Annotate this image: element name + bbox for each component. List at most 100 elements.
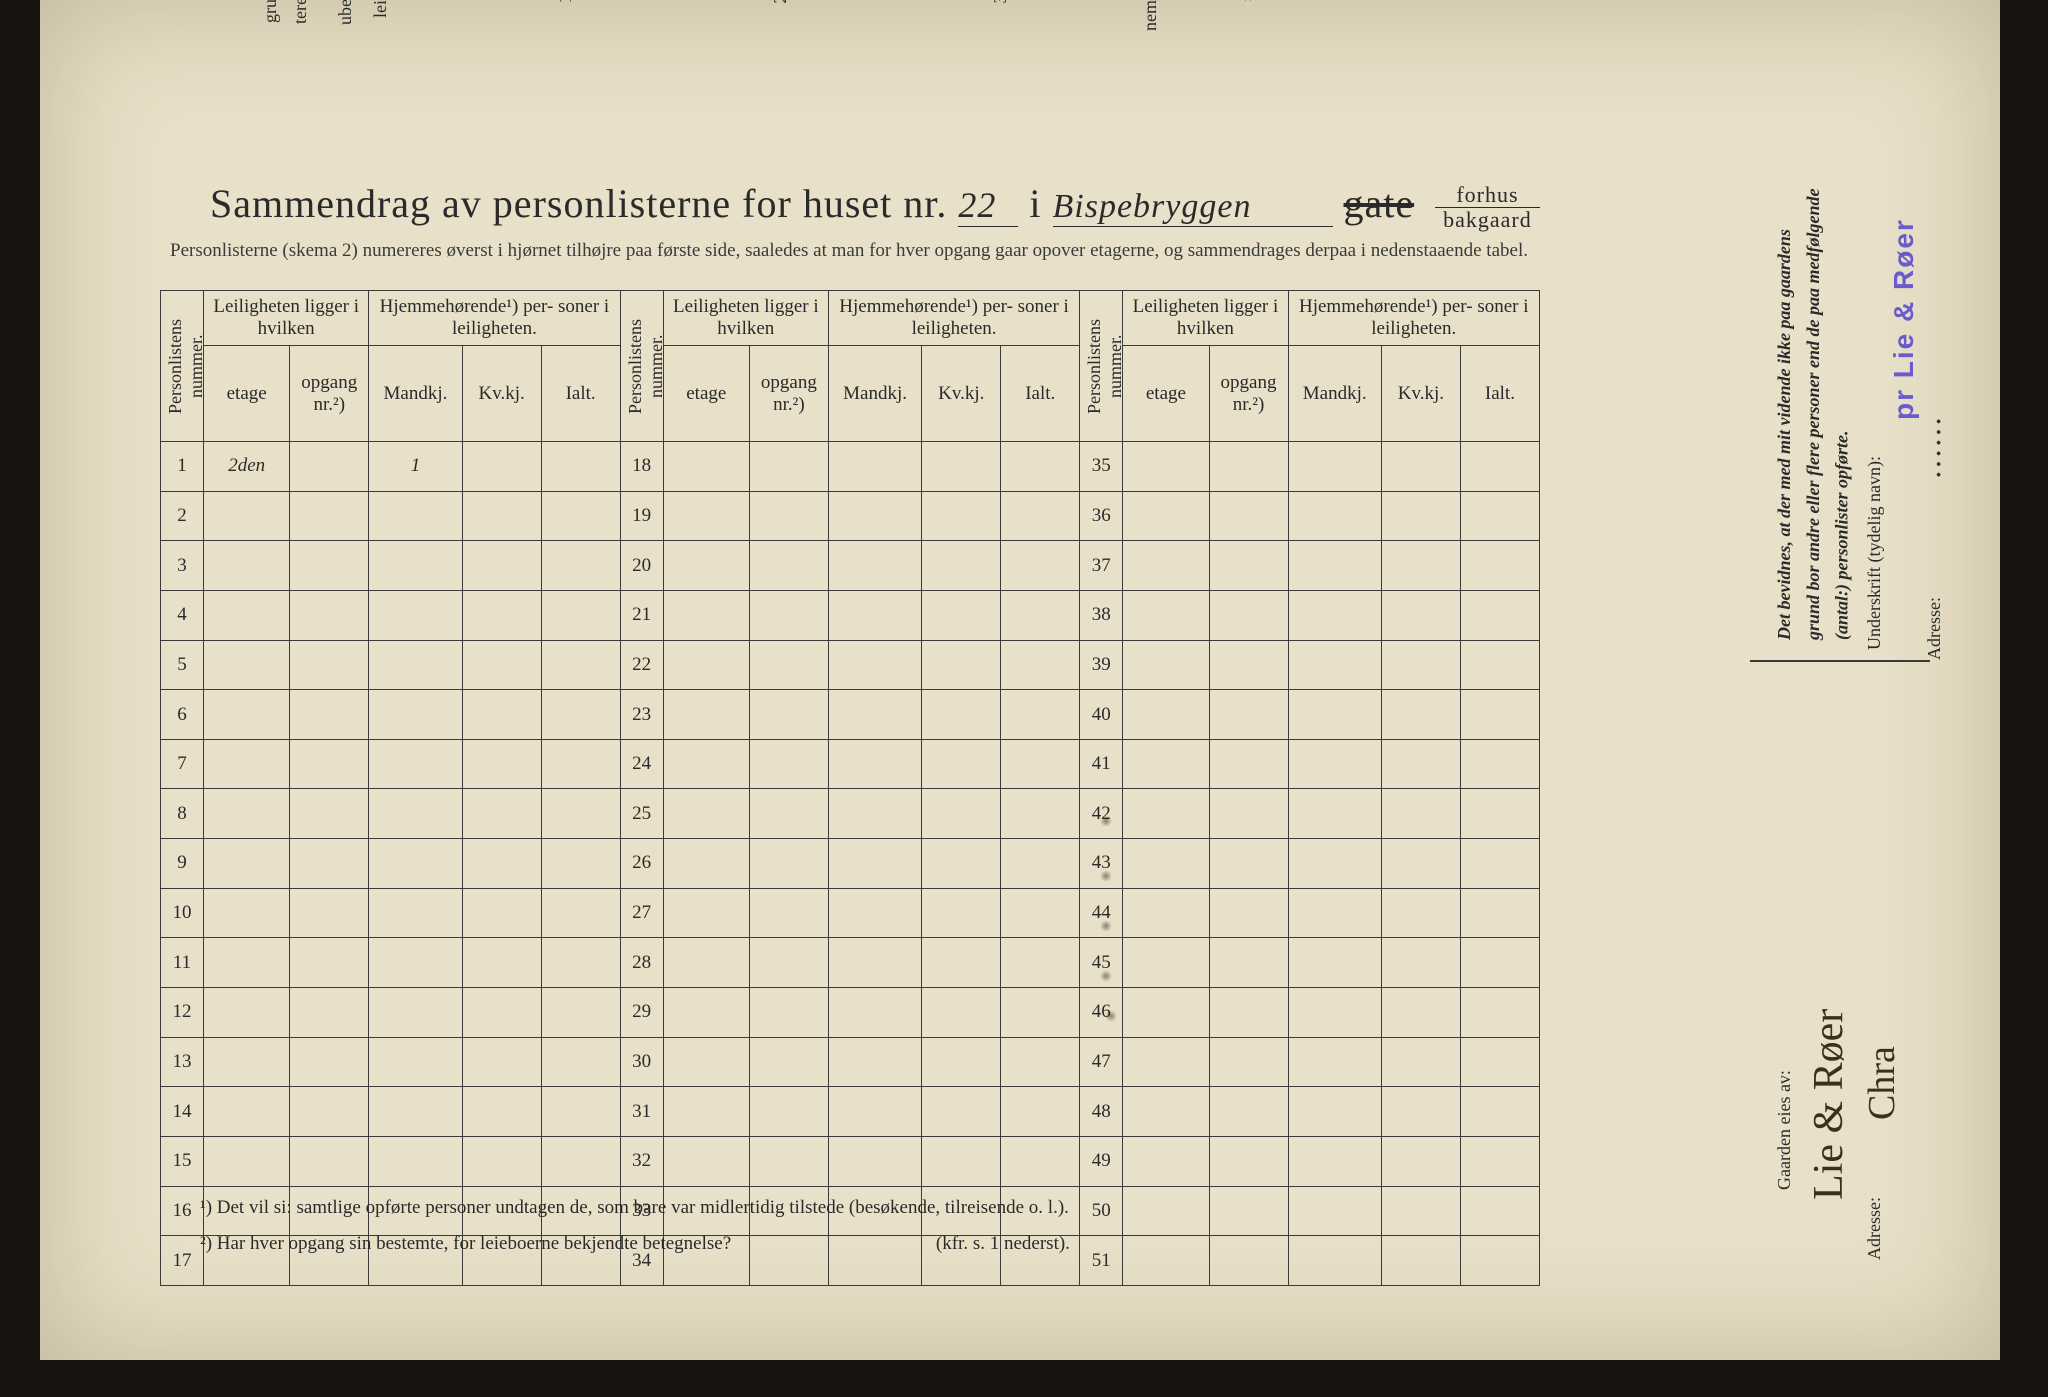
table-row: 112845 [161,938,1540,988]
cell [749,541,828,591]
cell [1381,442,1460,492]
cell [204,1136,290,1186]
row-number: 42 [1080,789,1123,839]
cell [828,1136,921,1186]
cell [663,590,749,640]
cell [828,938,921,988]
cell [1001,1136,1080,1186]
cell [828,1087,921,1137]
hdr-ialt: Ialt. [1460,346,1539,442]
cell [922,1087,1001,1137]
row-number: 40 [1080,690,1123,740]
cell [290,839,369,889]
cell [1123,1186,1209,1236]
cell [541,590,620,640]
cell [1001,1037,1080,1087]
table-row: 72441 [161,739,1540,789]
cell [290,442,369,492]
cell [1123,541,1209,591]
cell [369,789,462,839]
cell [290,1087,369,1137]
bakgaard: bakgaard [1435,208,1540,232]
cell [462,988,541,1038]
row-number: 13 [161,1037,204,1087]
cell [369,690,462,740]
cell [1288,690,1381,740]
cell [828,442,921,492]
cell [462,1037,541,1087]
cell [1288,590,1381,640]
row-number: 26 [620,839,663,889]
cell [1001,690,1080,740]
table-body: 12den11835219363203742138522396234072441… [161,442,1540,1286]
cell [369,640,462,690]
cell [922,590,1001,640]
cell [663,988,749,1038]
row-number: 37 [1080,541,1123,591]
cell [1381,739,1460,789]
cell [1123,690,1209,740]
bevidnes-text: Det bevidnes, at der med mit vidende ikk… [1770,180,1850,640]
cell [663,690,749,740]
cell [1001,491,1080,541]
cell [204,690,290,740]
row-number: 49 [1080,1136,1123,1186]
cell [663,491,749,541]
cell [1288,442,1381,492]
cell [1209,690,1288,740]
cell [290,888,369,938]
table-row: 12den11835 [161,442,1540,492]
cell [749,888,828,938]
cell [1460,1136,1539,1186]
cell [1001,640,1080,690]
row-number: 4 [161,590,204,640]
cell [1381,789,1460,839]
cell [1209,938,1288,988]
cell [290,789,369,839]
cell [1288,1087,1381,1137]
cell [1209,1186,1288,1236]
cell: 2den [204,442,290,492]
cell [1381,988,1460,1038]
cell [541,789,620,839]
adresse-label-1: Adresse: [1860,1140,1889,1260]
ink-smudge [1100,870,1112,882]
row-number: 27 [620,888,663,938]
footnote-2-ref: (kfr. s. 1 nederst). [936,1233,1070,1254]
cell [749,739,828,789]
row-number: 14 [161,1087,204,1137]
cell [749,1087,828,1137]
cell [828,590,921,640]
cell [1001,888,1080,938]
cell [1288,640,1381,690]
cell [1381,1136,1460,1186]
table-row: 92643 [161,839,1540,889]
cell [541,442,620,492]
cell [541,640,620,690]
cell [1381,888,1460,938]
title-prefix: Sammendrag av personlisterne for huset n… [210,181,947,226]
cell [922,1136,1001,1186]
adresse-label-2: Adresse: [1920,540,1949,660]
cell [1460,590,1539,640]
cell [1209,1136,1288,1186]
cell [1209,491,1288,541]
cell [749,988,828,1038]
row-number: 18 [620,442,663,492]
frag: 3. [990,0,1011,4]
cell [749,839,828,889]
hdr-kvkj: Kv.kj. [462,346,541,442]
cell [1123,442,1209,492]
census-table: Personlistens nummer. Leiligheten ligger… [160,290,1540,1286]
cell [541,988,620,1038]
cell [1123,1037,1209,1087]
hdr-opgang: opgang nr.²) [1209,346,1288,442]
cell [922,988,1001,1038]
cell [369,1087,462,1137]
row-number: 51 [1080,1236,1123,1286]
hdr-etage: etage [663,346,749,442]
table-row: 153249 [161,1136,1540,1186]
cell [1123,739,1209,789]
cell [1209,839,1288,889]
cell [1381,938,1460,988]
